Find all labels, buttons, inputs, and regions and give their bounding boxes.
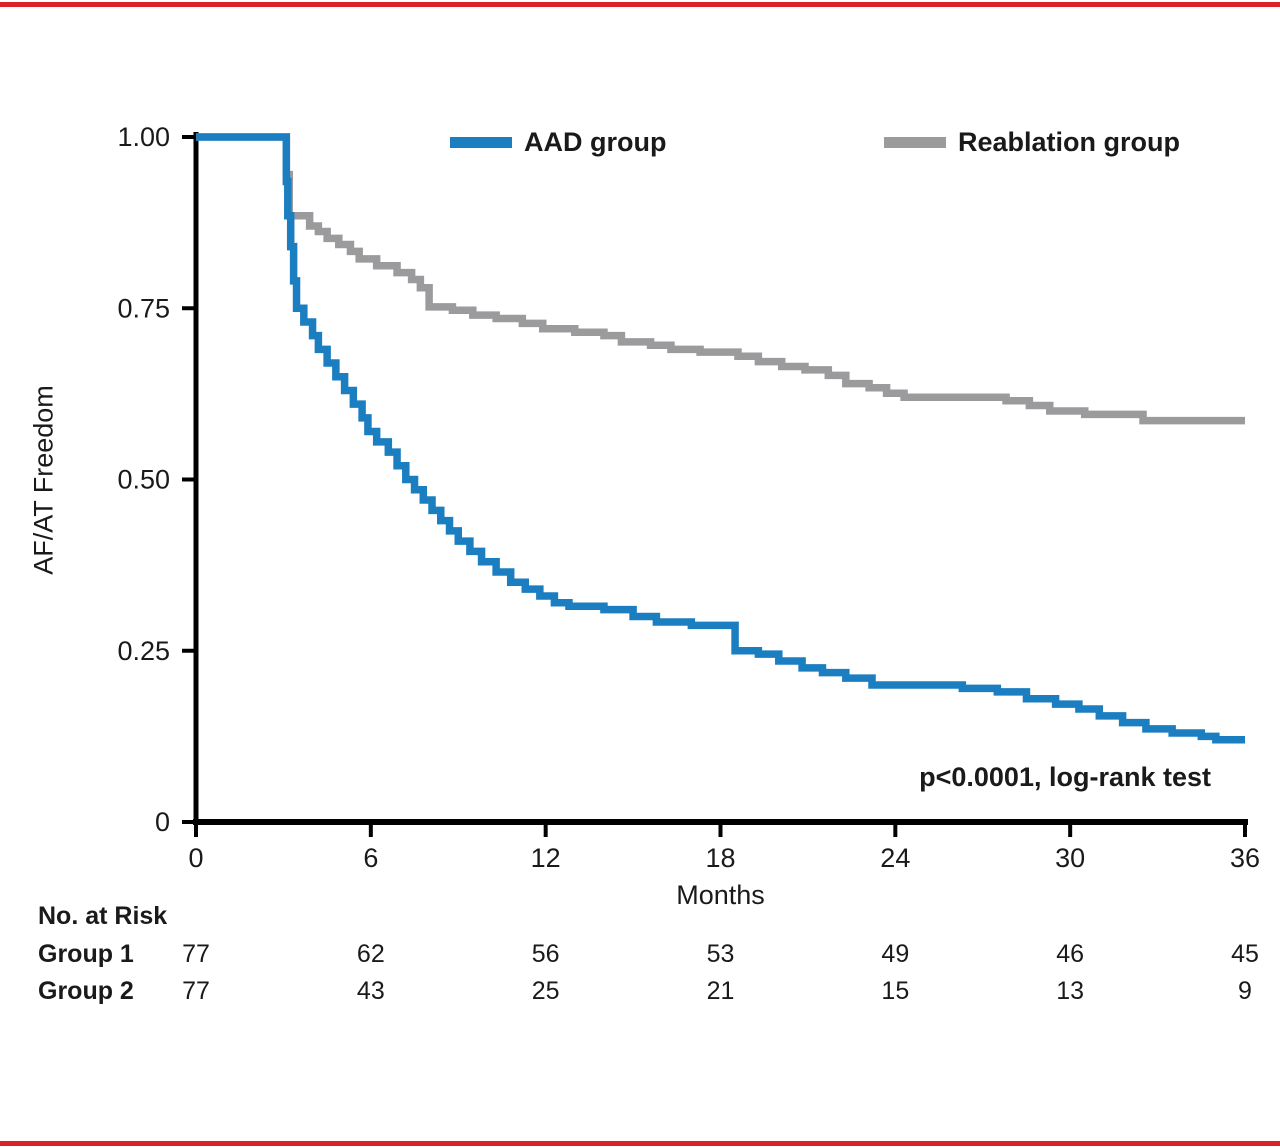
risk-value: 62 <box>356 940 385 968</box>
bottom-border-rule <box>0 1141 1280 1146</box>
x-tick-label: 18 <box>705 843 735 873</box>
risk-value: 45 <box>1231 940 1259 968</box>
risk-value: 9 <box>1238 977 1252 1005</box>
risk-value: 46 <box>1056 940 1085 968</box>
risk-row-2: Group 2 77 43 25 21 15 13 9 <box>0 977 1280 1009</box>
risk-value: 77 <box>182 940 210 968</box>
y-tick-label: 0.50 <box>117 465 170 495</box>
x-tick-label: 6 <box>363 843 378 873</box>
y-tick-label: 0.75 <box>117 293 170 323</box>
risk-value: 43 <box>356 977 385 1005</box>
risk-row-1: Group 1 77 62 56 53 49 46 45 <box>0 940 1280 972</box>
legend-label-reablation: Reablation group <box>958 126 1180 157</box>
pvalue-annotation: p<0.0001, log-rank test <box>919 762 1211 792</box>
risk-value: 56 <box>531 940 560 968</box>
aad-line-swatch <box>450 136 512 148</box>
risk-value: 25 <box>531 977 560 1005</box>
x-axis-title: Months <box>676 880 765 910</box>
x-tick-label: 30 <box>1055 843 1085 873</box>
legend-item-reablation: Reablation group <box>884 127 1180 157</box>
series-line-aad <box>196 133 1245 744</box>
y-tick-label: 1.00 <box>117 122 170 152</box>
y-tick-label: 0.25 <box>117 636 170 666</box>
y-tick-label: 0 <box>155 807 170 837</box>
reablation-line-swatch <box>884 136 946 148</box>
risk-value: 53 <box>706 940 735 968</box>
risk-value: 77 <box>182 977 210 1005</box>
x-tick-label: 0 <box>188 843 203 873</box>
risk-value: 13 <box>1056 977 1085 1005</box>
x-tick-label: 24 <box>880 843 910 873</box>
top-border-rule <box>0 2 1280 7</box>
risk-value: 49 <box>881 940 910 968</box>
risk-table-title: No. at Risk <box>38 902 168 930</box>
y-axis-title: AF/AT Freedom <box>28 385 59 575</box>
risk-row-label: Group 1 <box>38 940 134 968</box>
series-line-reablation <box>196 133 1245 425</box>
legend-label-aad: AAD group <box>524 126 667 157</box>
legend-item-aad: AAD group <box>450 127 666 157</box>
risk-row-label: Group 2 <box>38 977 134 1005</box>
x-tick-label: 36 <box>1230 843 1260 873</box>
x-tick-label: 12 <box>531 843 561 873</box>
risk-value: 15 <box>881 977 910 1005</box>
risk-value: 21 <box>706 977 735 1005</box>
